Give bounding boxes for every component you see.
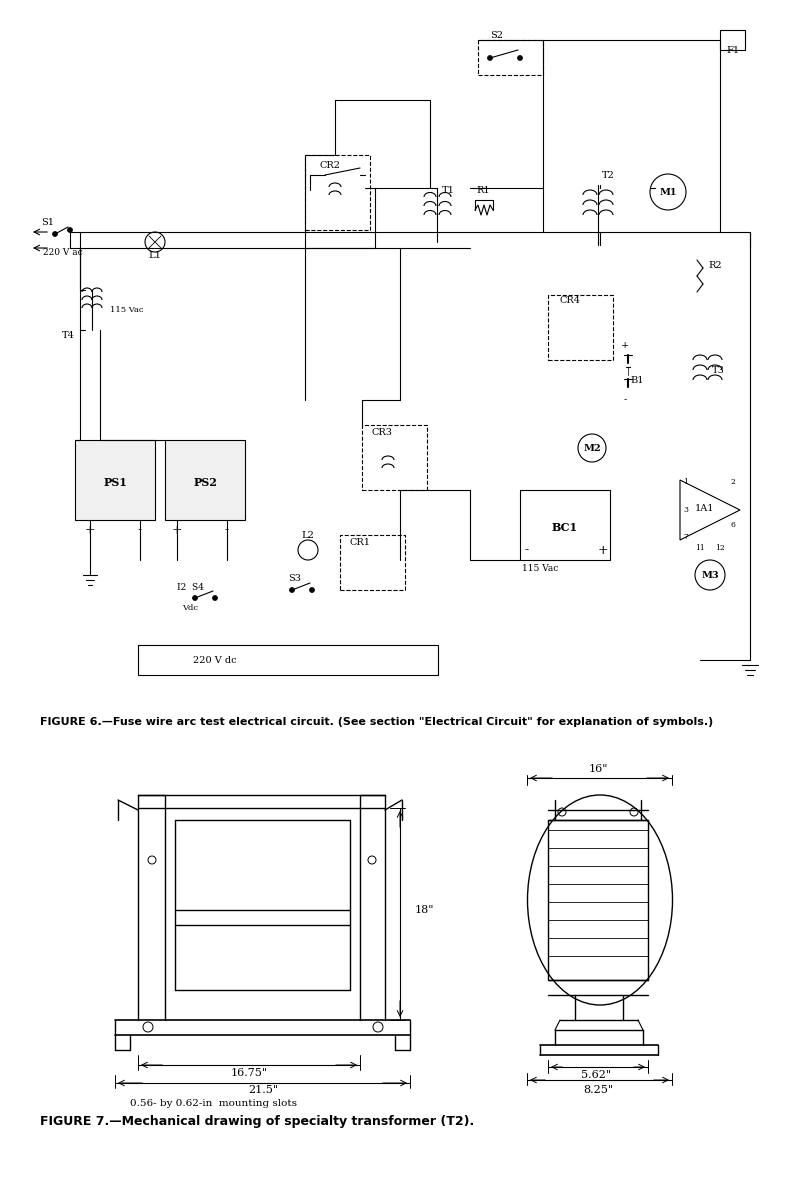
Bar (75, 440, 155, 520)
Text: F1: F1 (726, 45, 739, 55)
Circle shape (213, 595, 218, 601)
Text: S3: S3 (289, 574, 302, 582)
Bar (720, 30, 745, 50)
Circle shape (53, 232, 58, 237)
Text: -: - (138, 523, 142, 537)
Text: 21.5": 21.5" (248, 1085, 278, 1095)
Text: +: + (172, 523, 182, 537)
Text: 115 Vac: 115 Vac (110, 306, 143, 314)
Text: T4: T4 (62, 331, 74, 339)
Bar (478, 39, 543, 75)
Text: 8.25": 8.25" (583, 1085, 613, 1095)
Text: FIGURE 6.—Fuse wire arc test electrical circuit. (See section "Electrical Circui: FIGURE 6.—Fuse wire arc test electrical … (40, 717, 714, 727)
Text: -: - (225, 523, 229, 537)
Text: S1: S1 (42, 217, 54, 227)
Text: -: - (623, 396, 626, 404)
Text: M3: M3 (701, 570, 719, 580)
Text: 5.62": 5.62" (581, 1070, 611, 1080)
Polygon shape (680, 480, 740, 540)
Text: 16": 16" (588, 764, 608, 774)
Text: -: - (525, 544, 529, 557)
Circle shape (290, 588, 294, 593)
Text: +: + (598, 544, 608, 557)
Text: R1: R1 (476, 185, 490, 195)
Text: 12: 12 (715, 544, 725, 552)
Text: T2: T2 (602, 171, 614, 179)
Text: 16.75": 16.75" (230, 1068, 267, 1078)
Bar (340, 535, 405, 590)
Text: I2  S4: I2 S4 (177, 582, 203, 592)
Text: T3: T3 (711, 366, 725, 374)
Text: Vdc: Vdc (182, 603, 198, 612)
Text: 1A1: 1A1 (695, 503, 714, 513)
Text: +: + (85, 523, 95, 537)
Text: BC1: BC1 (552, 521, 578, 533)
Text: 11: 11 (695, 544, 705, 552)
Text: 2: 2 (730, 478, 735, 486)
Text: +: + (621, 341, 629, 349)
Text: CR4: CR4 (559, 295, 581, 305)
Circle shape (67, 227, 73, 233)
Bar (305, 155, 370, 229)
Bar (548, 820, 648, 980)
Text: 220 V dc: 220 V dc (193, 656, 237, 664)
Bar (362, 425, 427, 490)
Bar (520, 490, 610, 560)
Bar (548, 295, 613, 360)
Text: 18": 18" (415, 905, 434, 915)
Circle shape (193, 595, 198, 601)
Text: 0.56- by 0.62-in  mounting slots: 0.56- by 0.62-in mounting slots (130, 1098, 297, 1108)
Text: M1: M1 (659, 188, 677, 196)
Bar (165, 440, 245, 520)
Text: 6: 6 (730, 521, 735, 529)
Text: 115 Vac: 115 Vac (522, 564, 558, 572)
Text: PS1: PS1 (103, 477, 127, 488)
Text: PS2: PS2 (193, 477, 217, 488)
Text: CR1: CR1 (350, 538, 370, 546)
Text: CR2: CR2 (319, 160, 341, 170)
Text: T1: T1 (442, 185, 454, 195)
Circle shape (518, 55, 522, 61)
Text: 220 V ac: 220 V ac (43, 247, 82, 257)
Text: 7: 7 (683, 533, 688, 541)
Circle shape (310, 588, 314, 593)
Text: B1: B1 (630, 375, 644, 385)
Text: L1: L1 (149, 251, 162, 259)
Text: R2: R2 (708, 261, 722, 270)
Bar (138, 645, 438, 675)
Text: L2: L2 (302, 531, 314, 539)
Text: S2: S2 (490, 31, 503, 39)
Text: 3: 3 (683, 505, 688, 514)
Text: M2: M2 (583, 443, 601, 453)
Text: FIGURE 7.—Mechanical drawing of specialty transformer (T2).: FIGURE 7.—Mechanical drawing of specialt… (40, 1115, 474, 1128)
Text: 1: 1 (683, 478, 688, 486)
Circle shape (487, 55, 493, 61)
Text: CR3: CR3 (371, 428, 393, 436)
